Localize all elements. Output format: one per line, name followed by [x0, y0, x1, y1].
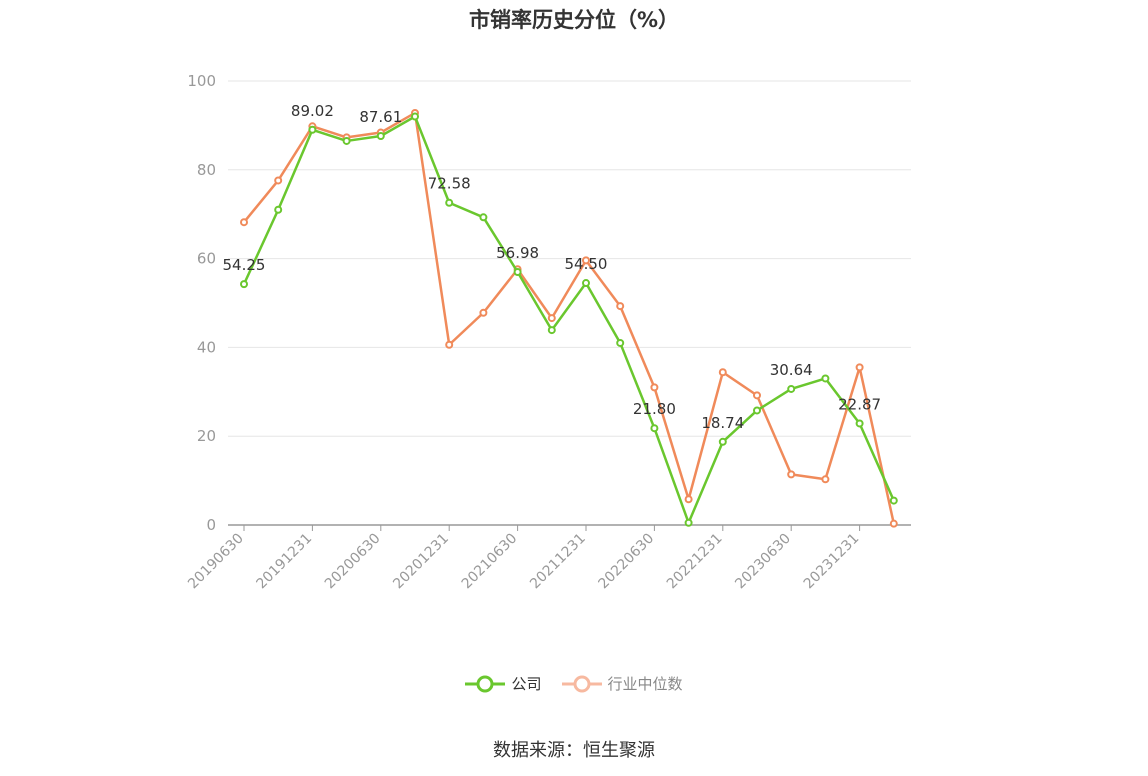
data-point-industry: [479, 308, 488, 317]
legend-item-industry[interactable]: 行业中位数: [561, 673, 683, 694]
x-tick-label: 20211231: [527, 531, 589, 593]
data-label: 18.74: [701, 414, 744, 432]
data-point-industry: [821, 475, 830, 484]
data-point-industry: [787, 470, 796, 479]
data-point-company: [274, 205, 283, 214]
x-tick-label: 20220630: [596, 531, 658, 593]
axis-layer: 0 20 40 60 80 100 20190630 20191231 20200630 2020…: [185, 72, 911, 592]
y-tick-label: 40: [197, 338, 216, 356]
data-label: 54.25: [223, 256, 266, 274]
data-point-industry: [240, 218, 248, 227]
data-point-industry: [650, 383, 659, 392]
legend: 公司 行业中位数: [0, 673, 1148, 694]
data-label: 87.61: [359, 108, 402, 126]
data-point-company: [855, 419, 864, 428]
data-point-company: [889, 496, 898, 505]
data-point-company: [445, 198, 454, 207]
label-layer: 54.25 89.02 87.61 72.58 56.98 54.50 21.80 18.74…: [223, 102, 882, 432]
x-tick-label: 20190630: [185, 531, 247, 593]
grid-layer: [228, 80, 911, 437]
data-point-industry: [889, 519, 898, 528]
series-line-company: [242, 115, 895, 525]
y-tick-label: 20: [197, 427, 216, 445]
series-line-industry: [243, 111, 896, 524]
data-point-company: [479, 213, 488, 222]
legend-line-circle-icon: [465, 675, 506, 692]
data-point-company: [513, 268, 522, 277]
x-tick-label: 20210630: [459, 531, 521, 593]
x-tick-label: 20230630: [732, 531, 794, 593]
data-point-company: [684, 518, 693, 527]
data-point-company: [342, 136, 351, 145]
y-tick-label: 100: [187, 72, 216, 90]
data-point-company: [582, 279, 590, 288]
data-point-industry: [582, 256, 590, 265]
data-point-industry: [274, 176, 283, 185]
legend-line-circle-icon: [561, 675, 602, 692]
chart-title: 市销率历史分位（%）: [468, 8, 680, 32]
y-tick-label: 60: [197, 250, 216, 268]
x-tick-label: 20231231: [801, 531, 863, 593]
legend-label-industry: 行业中位数: [607, 675, 683, 693]
y-tick-label: 0: [206, 516, 216, 534]
data-point-industry: [855, 363, 864, 372]
data-source: 数据来源：恒生聚源: [493, 740, 655, 761]
data-point-industry: [616, 302, 625, 311]
data-point-industry: [445, 340, 454, 349]
data-point-company: [547, 326, 556, 335]
data-point-company: [650, 424, 659, 433]
data-point-company: [616, 338, 625, 347]
data-point-industry: [547, 314, 556, 323]
data-point-industry: [718, 368, 727, 377]
data-label: 21.80: [633, 400, 676, 418]
y-tick-label: 80: [197, 161, 216, 179]
data-point-industry: [684, 495, 693, 504]
x-tick-label: 20221231: [664, 531, 726, 593]
data-label: 30.64: [770, 361, 813, 379]
data-label: 72.58: [428, 175, 471, 193]
legend-label-company: 公司: [511, 675, 542, 693]
series-layer: [240, 108, 898, 528]
data-label: 89.02: [291, 102, 334, 120]
data-point-company: [376, 132, 385, 141]
data-label: 22.87: [838, 395, 881, 413]
legend-item-company[interactable]: 公司: [465, 673, 542, 694]
data-label: 56.98: [496, 244, 539, 262]
x-tick-label: 20191231: [254, 531, 316, 593]
x-tick-label: 20200630: [322, 531, 384, 593]
data-point-company: [308, 125, 317, 134]
data-point-industry: [753, 391, 761, 400]
data-point-company: [411, 112, 419, 121]
data-point-company: [718, 437, 727, 446]
data-point-company: [787, 384, 796, 393]
data-point-company: [753, 406, 761, 415]
data-point-company: [821, 374, 830, 383]
x-tick-label: 20201231: [390, 531, 452, 593]
data-label: 54.50: [565, 255, 608, 273]
data-point-company: [240, 280, 248, 289]
